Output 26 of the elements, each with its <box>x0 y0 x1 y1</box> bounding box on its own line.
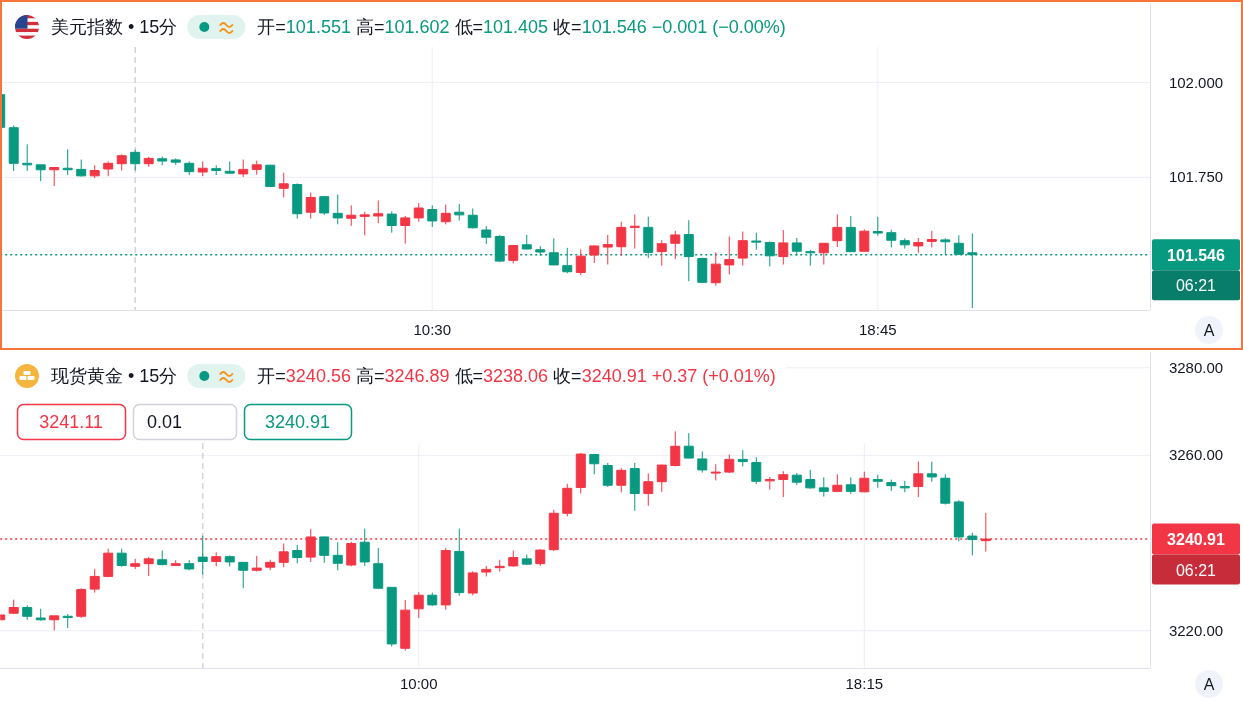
ref-line-label: 101.546 <box>1167 246 1226 264</box>
auto-scale-button: A <box>1195 670 1223 698</box>
x-tick-label: 10:30 <box>413 321 452 338</box>
y-tick-label: 101.750 <box>1168 168 1224 186</box>
x-tick-label: 18:45 <box>859 321 897 338</box>
x-tick-label: 18:15 <box>845 675 884 692</box>
ohlc-header: 开=101.551 高=101.602 低=101.405 收=101.546 −0.001 (−0.00%) <box>257 17 786 37</box>
countdown: 06:21 <box>1152 270 1240 301</box>
ohlc-header: 开=3240.56 高=3246.89 低=3238.06 收=3240.91 +0.37 (+0.01%) <box>257 366 776 386</box>
auto-scale-button: A <box>1195 316 1223 344</box>
button: 3240.91 <box>243 403 353 441</box>
x-tick-label: 10:00 <box>400 675 438 692</box>
annotation: 3241.11 <box>39 412 103 432</box>
price-label: 3240.91 <box>1152 523 1240 555</box>
y-tick-label: 102.000 <box>1168 73 1224 91</box>
button: 0.01 <box>132 403 238 441</box>
title: 美元指数 • 15分 <box>51 17 178 37</box>
price-label: 101.546 <box>1152 239 1240 271</box>
y-tick-label: 3220.00 <box>1168 621 1224 639</box>
title: 现货黄金 • 15分 <box>51 366 178 386</box>
ref-line-label: 3240.91 <box>1167 531 1226 549</box>
annotation: 0.01 <box>147 412 183 432</box>
y-tick-label: 3280.00 <box>1168 358 1224 376</box>
y-tick-label: 3260.00 <box>1168 446 1224 464</box>
button: 3241.11 <box>16 403 127 441</box>
countdown: 06:21 <box>1152 554 1240 585</box>
